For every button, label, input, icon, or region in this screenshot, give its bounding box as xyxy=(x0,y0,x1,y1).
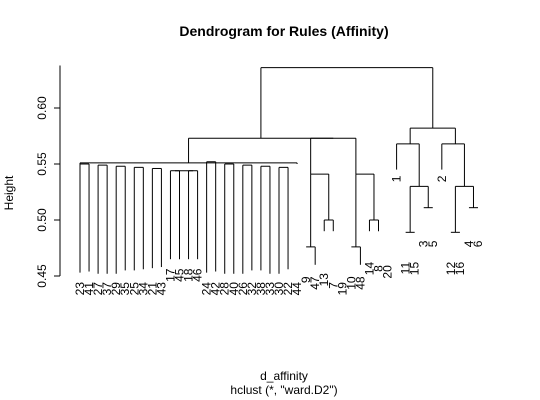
leaf-label: 48 xyxy=(353,276,367,290)
y-tick-label: 0.60 xyxy=(35,96,49,120)
leaf-labels: 2341273729352534214317451846244228402632… xyxy=(73,175,485,295)
leaf-label: 23 xyxy=(73,282,87,296)
dendrogram-tree xyxy=(79,67,478,274)
leaf-label: 25 xyxy=(127,282,141,296)
leaf-label: 42 xyxy=(209,282,223,296)
leaf-label: 24 xyxy=(200,282,214,296)
leaf-label: 3 xyxy=(417,240,431,247)
leaf-label: 20 xyxy=(381,265,395,279)
y-axis: 0.45 0.50 0.55 0.60 xyxy=(35,65,61,288)
leaf-label: 18 xyxy=(182,268,196,282)
leaf-label: 46 xyxy=(191,268,205,282)
leaf-label: 27 xyxy=(91,282,105,296)
leaf-label: 40 xyxy=(227,282,241,296)
y-axis-label: Height xyxy=(2,175,16,210)
leaf-label: 7 xyxy=(326,282,340,289)
leaf-label: 9 xyxy=(299,276,313,283)
x-axis-label: d_affinity xyxy=(260,369,308,383)
leaf-label: 47 xyxy=(308,276,322,290)
leaf-label: 22 xyxy=(281,282,295,296)
leaf-label: 29 xyxy=(109,282,123,296)
leaf-label: 15 xyxy=(408,262,422,276)
leaf-label: 38 xyxy=(254,282,268,296)
leaf-label: 5 xyxy=(426,240,440,247)
leaf-label: 28 xyxy=(218,282,232,296)
leaf-label: 2 xyxy=(435,175,449,182)
x-axis-sublabel: hclust (*, "ward.D2") xyxy=(230,383,337,397)
leaf-label: 6 xyxy=(471,240,485,247)
leaf-label: 44 xyxy=(290,282,304,296)
leaf-label: 10 xyxy=(344,276,358,290)
chart-title: Dendrogram for Rules (Affinity) xyxy=(179,23,388,39)
leaf-label: 41 xyxy=(82,282,96,296)
leaf-label: 34 xyxy=(136,282,150,296)
leaf-label: 16 xyxy=(453,262,467,276)
y-tick-label: 0.55 xyxy=(35,152,49,176)
leaf-label: 4 xyxy=(462,240,476,247)
leaf-label: 33 xyxy=(263,282,277,296)
leaf-label: 8 xyxy=(372,265,386,272)
leaf-label: 13 xyxy=(317,273,331,287)
leaf-label: 35 xyxy=(118,282,132,296)
leaf-label: 43 xyxy=(154,282,168,296)
leaf-label: 19 xyxy=(335,282,349,296)
leaf-label: 26 xyxy=(236,282,250,296)
y-tick-label: 0.45 xyxy=(35,264,49,288)
leaf-label: 17 xyxy=(163,268,177,282)
leaf-label: 12 xyxy=(444,262,458,276)
leaf-label: 14 xyxy=(362,262,376,276)
leaf-label: 30 xyxy=(272,282,286,296)
leaf-label: 32 xyxy=(245,282,259,296)
leaf-label: 1 xyxy=(390,175,404,182)
leaf-label: 37 xyxy=(100,282,114,296)
leaf-label: 21 xyxy=(145,282,159,296)
y-tick-label: 0.50 xyxy=(35,208,49,232)
leaf-label: 45 xyxy=(173,268,187,282)
leaf-label: 11 xyxy=(399,262,413,275)
